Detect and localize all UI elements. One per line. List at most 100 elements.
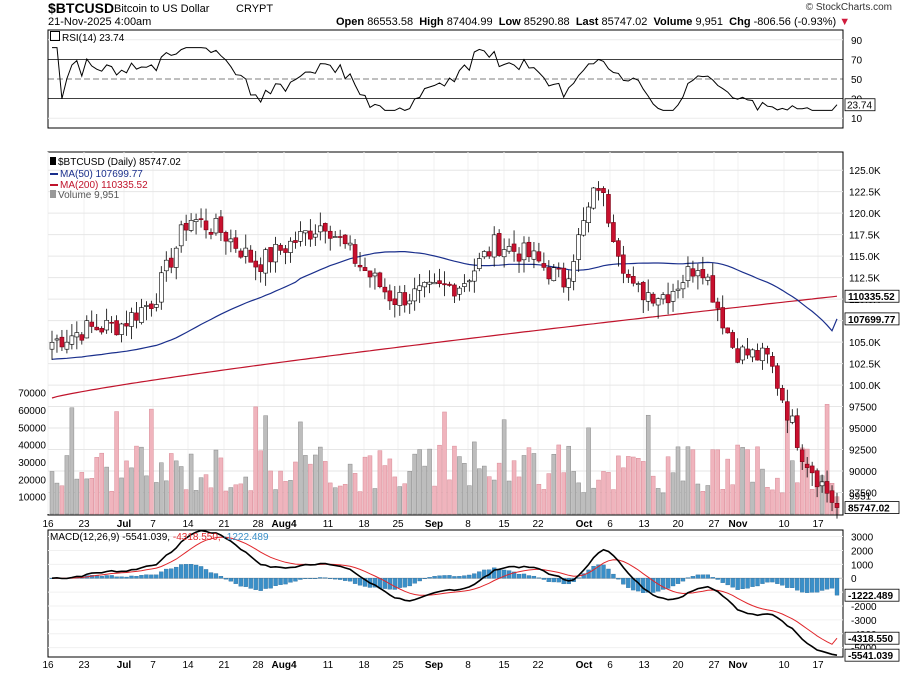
- volume-bar: [804, 448, 810, 515]
- candle-body: [804, 463, 810, 468]
- macd-histogram-bar: [720, 578, 725, 583]
- volume-bar: [168, 453, 174, 515]
- candle-body: [104, 320, 109, 331]
- volume-bar: [695, 483, 701, 515]
- volume-bar: [164, 480, 169, 515]
- macd-histogram-bar: [328, 578, 333, 579]
- macd-histogram-bar: [556, 578, 561, 583]
- macd-histogram-bar: [541, 578, 547, 580]
- candle-body: [740, 346, 745, 361]
- macd-histogram-bar: [795, 578, 800, 591]
- x-axis-label: 6: [607, 519, 613, 530]
- candle-body: [397, 292, 403, 306]
- macd-histogram-bar: [814, 578, 820, 593]
- x-axis-label: 14: [182, 519, 194, 530]
- volume-bar: [193, 490, 199, 515]
- candle-body: [516, 253, 522, 262]
- x-axis-label-bottom: Sep: [425, 660, 443, 671]
- candle-body: [154, 304, 159, 308]
- candle-body: [536, 251, 542, 262]
- symbol[interactable]: $BTCUSD: [48, 0, 115, 16]
- macd-histogram-bar: [765, 578, 770, 583]
- volume-bar: [412, 453, 417, 515]
- candle-body: [243, 247, 249, 257]
- volume-bar: [680, 480, 686, 515]
- macd-histogram-bar: [829, 578, 835, 589]
- volume-bar: [263, 415, 268, 515]
- macd-histogram-bar: [263, 578, 268, 589]
- candle-body: [432, 282, 437, 285]
- x-axis-label: 18: [358, 519, 370, 530]
- candle-body: [188, 220, 194, 231]
- volume-bar: [228, 487, 234, 515]
- macd-histogram-bar: [203, 569, 209, 579]
- macd-histogram-bar: [785, 578, 790, 588]
- macd-tick-label: 0: [851, 574, 857, 585]
- price-tick-label: 97500: [849, 403, 877, 414]
- volume-bar: [491, 479, 497, 515]
- candle-body: [591, 187, 596, 209]
- x-axis-label-bottom: 28: [252, 660, 264, 671]
- volume-bar: [59, 485, 65, 515]
- macd-histogram-bar: [665, 578, 671, 589]
- volume-bar: [397, 486, 403, 515]
- candle-body: [79, 334, 85, 341]
- macd-histogram-bar: [169, 568, 174, 579]
- x-axis-label: Aug4: [272, 519, 297, 530]
- volume-bar: [566, 445, 571, 515]
- volume-bar: [596, 479, 601, 515]
- volume-legend: Volume 9,951: [50, 190, 119, 201]
- candle-body: [491, 234, 497, 258]
- candle-body: [755, 350, 760, 361]
- macd-histogram-bar: [526, 575, 532, 579]
- macd-histogram-bar: [641, 578, 646, 593]
- candle-body: [203, 220, 209, 231]
- price-tick-label: 120.0K: [849, 209, 881, 220]
- macd-histogram-bar: [228, 578, 234, 582]
- volume-bar: [690, 449, 696, 515]
- macd-signal-line: [51, 536, 838, 645]
- volume-bar: [750, 481, 755, 515]
- candle-body: [278, 244, 283, 251]
- candle-body: [824, 481, 830, 494]
- candle-body: [576, 234, 581, 260]
- x-axis-label: 28: [252, 519, 264, 530]
- volume-bar: [462, 463, 467, 515]
- macd-histogram-bar: [616, 578, 621, 580]
- volume-bar: [248, 490, 253, 515]
- low-value: 85290.88: [523, 16, 570, 28]
- volume-bar: [809, 488, 815, 515]
- exchange: CRYPT: [236, 3, 274, 15]
- volume-bar: [84, 478, 90, 515]
- macd-histogram-bar: [238, 578, 243, 587]
- macd-histogram-bar: [417, 578, 422, 582]
- macd-hist-label: -1222.489: [848, 591, 893, 602]
- candle-body: [218, 216, 224, 233]
- candle-body: [695, 270, 701, 277]
- x-axis-label: 27: [708, 519, 720, 530]
- candle-body: [412, 288, 417, 302]
- macd-histogram-bar: [790, 578, 795, 588]
- candle-body: [690, 268, 696, 277]
- candle-body: [452, 284, 457, 297]
- ma50-line: [51, 251, 838, 360]
- macd-histogram-bar: [601, 564, 606, 579]
- volume-bar: [298, 421, 303, 515]
- volume-bar: [382, 465, 388, 515]
- volume-bar: [481, 465, 487, 515]
- macd-histogram-bar: [293, 578, 298, 582]
- candle-body: [526, 241, 532, 258]
- macd-histogram-bar: [129, 575, 134, 579]
- macd-histogram-bar: [670, 578, 676, 587]
- open-label: Open: [336, 16, 365, 28]
- candle-body: [635, 283, 641, 285]
- x-axis-label-bottom: 22: [532, 660, 544, 671]
- macd-signal-label-box: [844, 631, 900, 645]
- x-axis-label: 13: [638, 519, 650, 530]
- macd-histogram-bar: [268, 578, 273, 589]
- volume-bar: [775, 477, 780, 515]
- candle-body: [685, 266, 691, 281]
- macd-histogram-bar: [710, 577, 715, 579]
- volume-bar: [516, 476, 522, 515]
